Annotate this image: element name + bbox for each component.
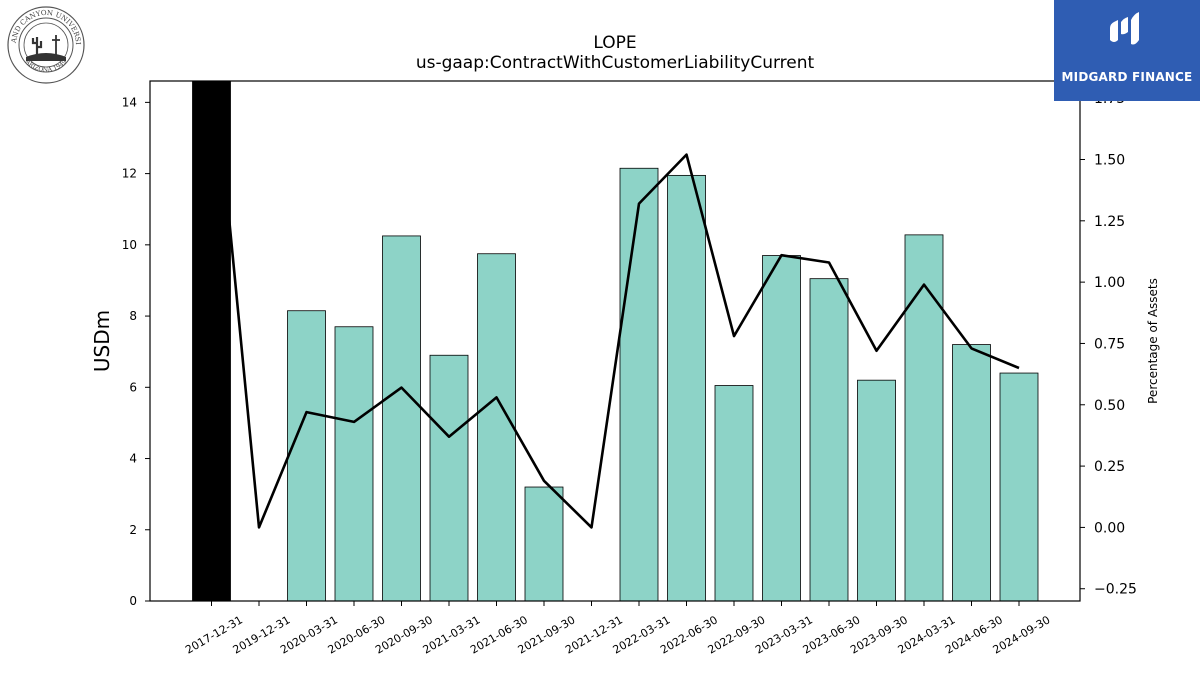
y-tick-label: 8 (129, 309, 137, 323)
y-tick-label: 10 (122, 238, 137, 252)
x-axis: 2017-12-312019-12-312020-03-312020-06-30… (183, 601, 1053, 657)
brand-banner: MIDGARD FINANCE (1054, 0, 1200, 101)
bar-2020-03-31 (287, 310, 326, 602)
y-right-tick-label: −0.25 (1094, 582, 1137, 598)
y-right-tick-label: 0.50 (1094, 398, 1125, 414)
bar-2023-06-30 (809, 278, 849, 602)
bar-2017-12-31 (192, 80, 231, 602)
line-series (214, 81, 1020, 529)
y-axis-left: 0 2 4 6 8 10 12 14 (122, 95, 150, 608)
bar-2020-09-30 (382, 235, 421, 602)
chart-title: LOPE (593, 33, 636, 53)
y-axis-label: USDm (90, 310, 114, 372)
y-right-tick-label: 0.75 (1094, 336, 1125, 352)
bar-2020-06-30 (334, 326, 374, 602)
bar-2024-06-30 (952, 344, 991, 602)
y-axis-right: −0.250.000.250.500.751.001.251.501.75 (1080, 91, 1137, 598)
university-seal-icon: GRAND CANYON UNIVERSITY ARIZONA 1949 (3, 0, 86, 85)
y-tick-label: 2 (129, 523, 137, 537)
y-right-tick-label: 0.25 (1094, 459, 1125, 475)
y-tick-label: 12 (122, 167, 137, 181)
plot-frame (149, 80, 1081, 602)
bar-2023-09-30 (857, 379, 896, 602)
y-right-tick-label: 1.25 (1094, 214, 1125, 230)
midgard-logo-icon (1110, 12, 1139, 45)
bar-series (192, 80, 1039, 602)
y-tick-label: 4 (129, 452, 137, 466)
y-tick-label: 14 (122, 95, 137, 109)
bar-2021-03-31 (429, 354, 469, 602)
chart-subtitle: us-gaap:ContractWithCustomerLiabilityCur… (416, 53, 815, 73)
brand-name: MIDGARD FINANCE (1061, 70, 1193, 84)
y-right-tick-label: 1.50 (1094, 152, 1125, 168)
bar-2022-03-31 (619, 167, 659, 602)
y-right-tick-label: 1.00 (1094, 275, 1125, 291)
bar-2021-09-30 (524, 486, 564, 602)
y-right-tick-label: 0.00 (1094, 520, 1125, 536)
bar-2022-09-30 (714, 385, 754, 602)
y-tick-label: 0 (129, 594, 137, 608)
bar-2021-06-30 (477, 253, 516, 602)
bar-2024-09-30 (999, 372, 1039, 602)
bar-2022-06-30 (667, 174, 706, 602)
y-tick-label: 6 (129, 380, 137, 394)
y-axis-label-right: Percentage of Assets (1146, 278, 1160, 404)
bar-2023-03-31 (762, 255, 801, 602)
bar-2024-03-31 (904, 234, 944, 602)
percentage-line (214, 81, 1020, 529)
